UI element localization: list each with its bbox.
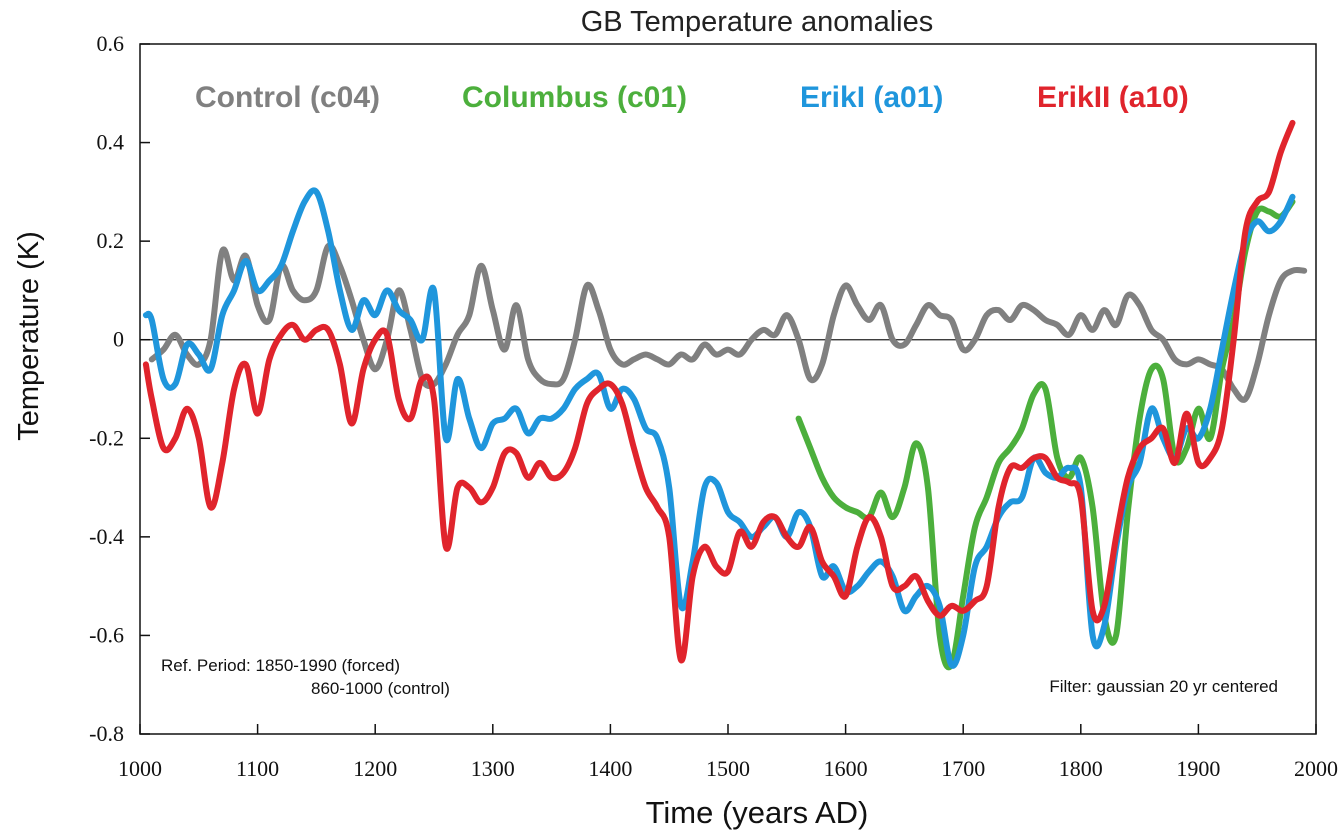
y-tick-label: -0.4 [89,524,124,549]
legend: Control (c04) Columbus (c01) ErikI (a01)… [195,81,1189,114]
y-tick-label: -0.6 [89,622,124,647]
y-tick-label: 0.4 [97,130,125,155]
y-tick-label: -0.8 [89,721,124,746]
x-tick-label: 1400 [588,756,632,781]
x-tick-label: 1800 [1059,756,1103,781]
x-ticks: 1000 1100 1200 1300 1400 1500 1600 1700 1800 1900… [118,724,1338,781]
x-tick-label: 1500 [706,756,750,781]
x-tick-label: 1200 [353,756,397,781]
y-tick-label: 0 [113,327,124,352]
series-line-columbus-c01 [795,198,1296,671]
series-line-erikii-a10 [142,119,1296,664]
control-period-annotation: 860-1000 (control) [311,679,450,698]
y-tick-label: 0.6 [97,31,125,56]
legend-entry-columbus: Columbus (c01) [462,81,687,114]
y-axis-label: Temperature (K) [13,231,45,441]
chart-title: GB Temperature anomalies [581,6,933,38]
x-tick-label: 1900 [1176,756,1220,781]
x-axis-label: Time (years AD) [646,795,869,830]
y-tick-label: -0.2 [89,425,124,450]
y-ticks: 0.6 0.4 0.2 0 -0.2 -0.4 -0.6 -0.8 [89,31,150,746]
ref-period-annotation: Ref. Period: 1850-1990 (forced) [161,656,400,675]
x-tick-label: 1300 [471,756,515,781]
legend-entry-eriki: ErikI (a01) [800,81,943,114]
series-layer [142,119,1308,671]
x-tick-label: 1000 [118,756,162,781]
series-line-eriki-a01 [142,187,1296,669]
legend-entry-erikii: ErikII (a10) [1037,81,1189,114]
legend-entry-control: Control (c04) [195,81,380,114]
x-tick-label: 2000 [1294,756,1338,781]
series-line-control-c04 [148,242,1308,403]
filter-annotation: Filter: gaussian 20 yr centered [1049,677,1278,696]
x-tick-label: 1100 [236,756,279,781]
x-tick-label: 1600 [824,756,868,781]
y-tick-label: 0.2 [97,228,125,253]
x-tick-label: 1700 [941,756,985,781]
